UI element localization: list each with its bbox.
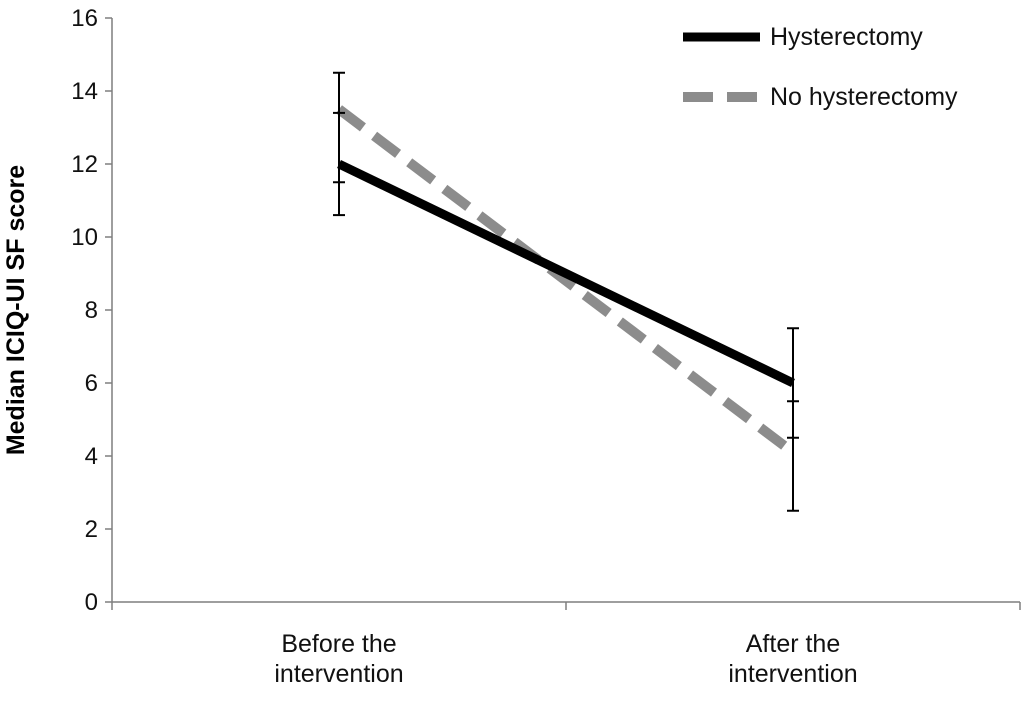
- y-axis-title: Median ICIQ-UI SF score: [2, 165, 30, 455]
- legend-label-no-hysterectomy: No hysterectomy: [770, 83, 958, 111]
- error-bar: [787, 400, 799, 439]
- x-category-label-line: intervention: [274, 660, 403, 688]
- x-category-label: After the intervention: [728, 630, 857, 688]
- y-tick-label: 8: [85, 297, 98, 324]
- legend-label-hysterectomy: Hysterectomy: [770, 23, 923, 51]
- y-tick-label: 2: [85, 516, 98, 543]
- error-bar: [333, 111, 345, 184]
- error-bars: [333, 71, 799, 512]
- y-tick-label: 4: [85, 443, 98, 470]
- y-tick-label: 14: [71, 78, 98, 105]
- y-tick-label: 10: [71, 224, 98, 251]
- x-category-label-line: intervention: [728, 660, 857, 688]
- x-category-label: Before the intervention: [274, 630, 403, 688]
- y-tick-label: 12: [71, 151, 98, 178]
- series-line-no-hysterectomy: [335, 105, 797, 457]
- y-tick-label: 0: [85, 589, 98, 616]
- y-axis: 0 2 4 6 8 10 12 14 16: [71, 5, 113, 616]
- legend: Hysterectomy No hysterectomy: [683, 23, 958, 111]
- x-category-label-line: Before the: [281, 630, 396, 658]
- y-tick-label: 6: [85, 370, 98, 397]
- y-tick-label: 16: [71, 5, 98, 32]
- series-layer: [335, 105, 797, 457]
- series-line-hysterectomy: [337, 159, 795, 388]
- x-category-label-line: After the: [746, 630, 841, 658]
